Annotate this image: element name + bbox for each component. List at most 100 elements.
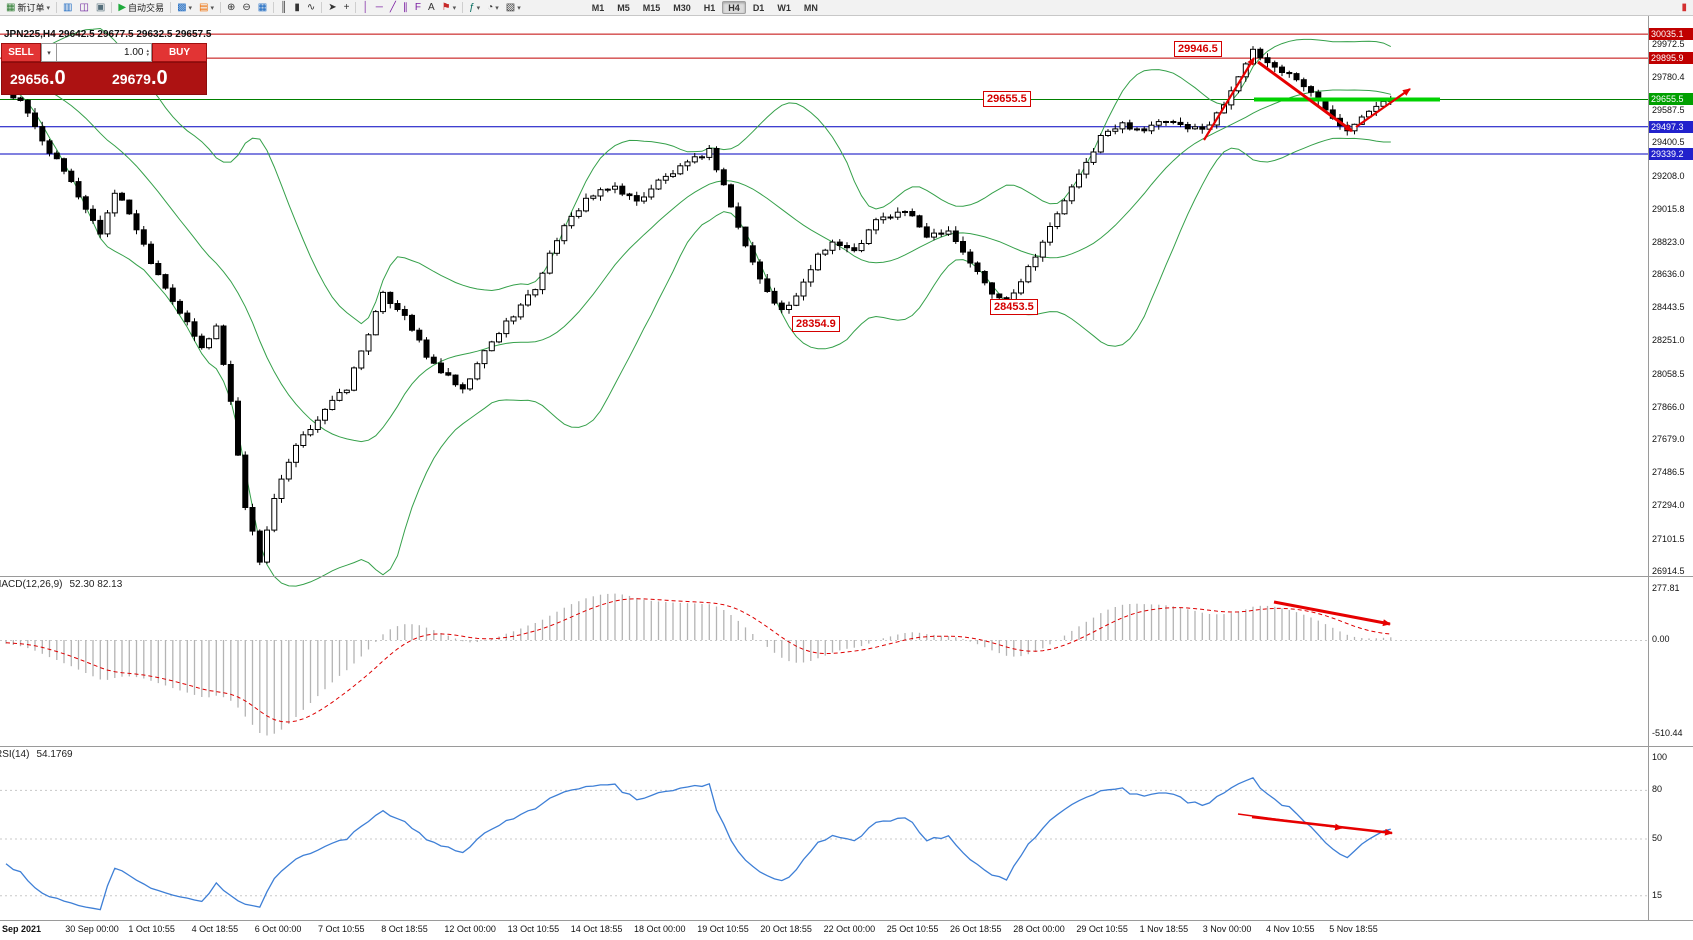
periods-button[interactable]: ◔ ▾ — [484, 1, 502, 15]
time-axis-label: 12 Oct 00:00 — [444, 924, 496, 934]
periods-icon: ◔ — [487, 2, 494, 13]
bollinger-upper-band — [5, 27, 1392, 325]
bar-chart-button[interactable]: ║ — [277, 1, 290, 15]
price-annotation[interactable]: 29655.5 — [983, 91, 1031, 108]
buy-button[interactable]: BUY — [152, 43, 207, 62]
terminal-button[interactable]: ▣ — [93, 1, 108, 15]
text-button[interactable]: A — [425, 1, 438, 15]
arrows-button[interactable]: ⚑ ▾ — [439, 1, 459, 15]
new-order-icon: ▦ — [6, 2, 16, 13]
navigator-button[interactable]: ◫ — [76, 1, 91, 15]
time-axis-label: 30 Sep 00:00 — [65, 924, 119, 934]
fibonacci-button[interactable]: F — [412, 1, 424, 15]
timeframe-m15-button[interactable]: M15 — [642, 3, 661, 13]
chevron-down-icon: ▾ — [517, 4, 521, 12]
rsi-axis-label: 80 — [1652, 784, 1663, 795]
market-watch-button[interactable]: ▥ — [60, 1, 75, 15]
cursor-button[interactable]: ➤ — [325, 1, 339, 15]
timeframe-m5-button[interactable]: M5 — [617, 3, 630, 13]
price-axis-label: 28636.0 — [1652, 269, 1685, 280]
tile-windows-button[interactable]: ▦ — [255, 1, 270, 15]
toolbar-separator — [170, 2, 172, 13]
vertical-line-button[interactable]: │ — [359, 1, 371, 15]
autotrade-button[interactable]: ▶ 自动交易 — [115, 1, 167, 15]
new-chart-icon: ▩ — [177, 2, 187, 13]
price-axis-label: 29015.8 — [1652, 203, 1685, 214]
volume-stepper[interactable]: ▴ ▾ — [146, 48, 149, 57]
rsi-current-value: 54.1769 — [36, 749, 73, 760]
candlestick-icon: ▮ — [294, 2, 300, 13]
channel-button[interactable]: ∥ — [400, 1, 411, 15]
time-axis-label: 1 Nov 18:55 — [1139, 924, 1189, 934]
rsi-label: RSI(14) 54.1769 — [0, 749, 73, 760]
timeframe-h4-button[interactable]: H4 — [722, 1, 746, 14]
time-axis-label: 13 Oct 10:55 — [507, 924, 560, 934]
zoom-out-icon: ⊖ — [242, 2, 251, 13]
chart-title: JPN225,H4 29642.5 29677.5 29632.5 29657.… — [4, 29, 212, 40]
autotrade-icon: ▶ — [118, 2, 127, 13]
macd-arrow[interactable] — [1273, 600, 1391, 627]
toolbar-separator — [273, 2, 275, 13]
trend-arrow[interactable] — [1257, 60, 1353, 133]
time-axis[interactable]: Sep 2021 30 Sep 00:00 1 Oct 10:55 4 Oct 18:… — [0, 920, 1693, 940]
channel-icon: ∥ — [402, 2, 408, 13]
zoom-in-button[interactable]: ⊕ — [224, 1, 238, 15]
chevron-down-icon: ▾ — [452, 4, 457, 12]
toolbar-separator — [111, 2, 113, 13]
horizontal-line-button[interactable]: ─ — [373, 1, 386, 15]
price-axis-label: 28443.5 — [1652, 302, 1685, 313]
price-annotation[interactable]: 28354.9 — [792, 315, 840, 332]
time-axis-label: 5 Nov 18:55 — [1329, 924, 1378, 934]
timeframe-m1-button[interactable]: M1 — [591, 3, 605, 13]
zoom-out-button[interactable]: ⊖ — [239, 1, 253, 15]
timeframe-h1-button[interactable]: H1 — [703, 3, 716, 13]
price-annotation[interactable]: 29946.5 — [1174, 41, 1222, 58]
toolbar-separator — [220, 2, 221, 13]
price-axis-label: 29400.5 — [1652, 137, 1685, 148]
order-type-dropdown[interactable]: ▾ — [41, 43, 57, 62]
time-axis-label: 19 Oct 10:55 — [697, 924, 749, 934]
horizontal-line-icon: ─ — [375, 2, 383, 13]
price-axis-label: 28823.0 — [1652, 236, 1685, 247]
rsi-axis-label: 100 — [1652, 752, 1668, 762]
sell-button[interactable]: SELL — [1, 43, 41, 62]
terminal-icon: ▣ — [95, 2, 106, 13]
candlestick-button[interactable]: ▮ — [291, 1, 303, 15]
templates-button[interactable]: ▧ ▾ — [503, 1, 524, 15]
profiles-button[interactable]: ▤ ▾ — [196, 1, 217, 15]
price-axis[interactable]: 29972.5 29780.4 29587.5 29400.5 29208.0 29015… — [1648, 16, 1693, 920]
rsi-arrow[interactable] — [1251, 815, 1393, 836]
app-promo-icon: ▮ — [1681, 2, 1687, 13]
line-chart-button[interactable]: ∿ — [304, 1, 318, 15]
time-axis-label: 7 Oct 10:55 — [318, 924, 365, 934]
rsi-axis-label: 50 — [1652, 833, 1663, 843]
new-chart-button[interactable]: ▩ ▾ — [174, 1, 195, 15]
trend-arrow[interactable] — [1203, 57, 1255, 141]
crosshair-icon: + — [343, 2, 350, 13]
price-annotation[interactable]: 28453.5 — [990, 298, 1038, 315]
time-axis-label: 18 Oct 00:00 — [634, 924, 686, 934]
app-promo-button[interactable]: ▮ — [1678, 1, 1690, 15]
volume-value: 1.00 — [124, 47, 144, 58]
timeframe-m30-button[interactable]: M30 — [673, 3, 691, 13]
timeframe-d1-button[interactable]: D1 — [752, 3, 765, 13]
vertical-line-icon: │ — [362, 2, 369, 13]
chevron-down-icon: ▾ — [476, 4, 481, 12]
trendline-button[interactable]: ╱ — [387, 1, 399, 15]
zoom-in-icon: ⊕ — [227, 2, 236, 13]
macd-signal-line — [5, 598, 1391, 723]
trend-arrow[interactable] — [1355, 88, 1411, 128]
timeframe-mn-button[interactable]: MN — [803, 3, 818, 13]
navigator-icon: ◫ — [79, 2, 89, 13]
crosshair-button[interactable]: + — [341, 1, 353, 15]
trade-prices-row: 29656 .0 29679 .0 — [1, 62, 207, 95]
price-line-tag: 29339.2 — [1649, 147, 1693, 160]
indicators-button[interactable]: ƒ ▾ — [466, 1, 483, 15]
volume-input[interactable]: 1.00 ▴ ▾ — [57, 43, 152, 62]
new-order-button[interactable]: ▦ 新订单 ▾ — [3, 1, 53, 15]
timeframe-w1-button[interactable]: W1 — [777, 3, 791, 13]
toolbar: ▦ 新订单 ▾ ▥ ◫ ▣ ▶ 自动交易 ▩ ▾ ▤ ▾ ⊕ ⊖ ▦ ║ ▮ ∿ ➤ + │ ─ ╱ ∥ F A ⚑ ▾ ƒ ▾ ◔ ▾ ▧ ▾ M… — [0, 0, 1693, 16]
templates-icon: ▧ — [505, 2, 516, 13]
autotrade-button-label: 自动交易 — [128, 3, 165, 13]
